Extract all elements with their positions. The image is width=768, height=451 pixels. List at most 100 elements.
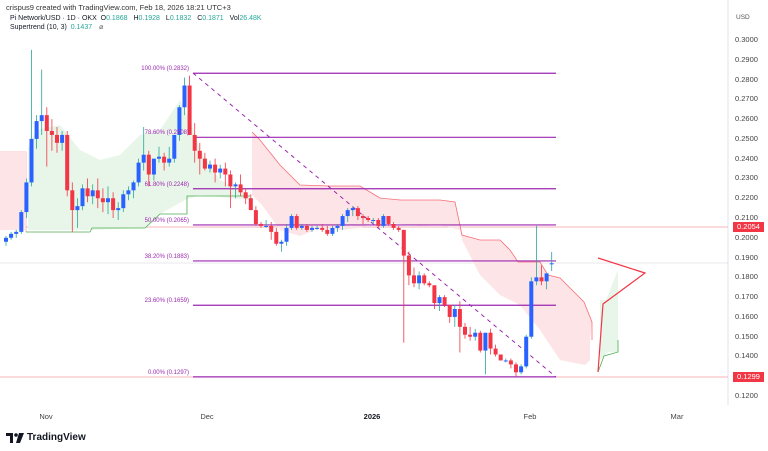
candle-body-down (493, 348, 498, 355)
price-tick-label: 0.1900 (735, 252, 758, 262)
candle-body-down (422, 275, 427, 284)
visibility-icon[interactable]: ⌀ (99, 24, 104, 31)
candle-body-up (529, 281, 534, 337)
candle-body-up (167, 158, 172, 163)
price-tick-label: 0.2400 (735, 153, 758, 163)
currency-label: USD (736, 14, 750, 21)
tradingview-logo[interactable]: TradingView (6, 432, 86, 443)
price-tick-label: 0.2600 (735, 114, 758, 124)
triangle-pattern-drawing (597, 257, 647, 373)
candle-body-down (248, 198, 253, 211)
time-tick-label: Dec (200, 412, 214, 421)
price-tick-label: 0.3000 (735, 35, 758, 44)
fib-level-label: 0.00% (0.1297) (147, 369, 189, 376)
candle-body-down (65, 134, 70, 191)
candle-body-up (310, 227, 314, 230)
candle-body-up (218, 168, 223, 173)
candle-body-down (412, 275, 416, 284)
supertrend-uptrend-fill-2 (600, 270, 618, 360)
indicator-legend-row[interactable]: Supertrend (10, 3) 0.1437 ⌀ (10, 23, 266, 32)
supertrend-downtrend-line-1 (251, 131, 593, 340)
price-tick-label: 0.2300 (735, 173, 758, 183)
low-label: L (165, 15, 170, 22)
candle-body-up (264, 225, 269, 227)
candle-body-down (539, 277, 544, 282)
time-tick-label: Nov (39, 412, 53, 421)
candle-body-down (391, 223, 396, 228)
candle-body-down (269, 225, 274, 232)
candle-body-up (544, 273, 549, 282)
candle-body-down (213, 164, 218, 173)
candle-body-down (442, 297, 447, 306)
price-tick-label: 0.1400 (735, 351, 758, 361)
candle-body-down (294, 216, 299, 228)
symbol-legend-row[interactable]: Pi Network/USD · 1D · OKX O0.1868 H0.192… (10, 14, 266, 23)
candle-body-up (452, 309, 457, 317)
price-tag: 0.1299 (733, 372, 764, 382)
candle-body-down (95, 190, 100, 199)
candle-body-up (24, 182, 29, 213)
candle-body-up (350, 208, 355, 211)
supertrend-downtrend-fill-1 (252, 132, 592, 365)
symbol-name: Pi Network/USD · 1D · OKX (10, 15, 97, 22)
candle-body-up (14, 231, 19, 234)
candle-body-up (4, 237, 8, 242)
open-label: O (100, 15, 107, 22)
candle-body-up (172, 134, 177, 159)
candle-body-up (330, 227, 335, 234)
candle-body-down (320, 227, 325, 230)
candle-body-down (427, 283, 432, 286)
candle-body-up (549, 263, 554, 265)
candle-body-up (524, 336, 529, 367)
candle-body-up (473, 332, 478, 337)
candle-body-up (289, 216, 294, 228)
candle-body-up (106, 198, 110, 203)
candle-body-down (70, 190, 75, 211)
candle-body-up (284, 227, 289, 242)
candle-body-up (503, 360, 508, 362)
candle-body-down (162, 156, 167, 163)
volume-label: Vol (229, 15, 240, 22)
fib-level-label: 50.00% (0.2065) (144, 217, 189, 224)
price-tick-label: 0.1600 (735, 311, 758, 321)
candle-body-down (111, 198, 116, 211)
supertrend-uptrend-line-1 (26, 195, 250, 233)
candle-body-up (345, 210, 350, 217)
candle-body-down (508, 360, 513, 365)
candle-body-down (55, 134, 59, 143)
fib-level-label: 38.20% (0.1883) (144, 253, 189, 260)
candle-body-down (432, 285, 437, 304)
price-tick-label: 0.2100 (735, 213, 758, 223)
candle-body-up (39, 115, 44, 122)
candle-body-down (478, 332, 483, 351)
candle-body-up (233, 184, 238, 187)
candle-body-down (386, 216, 391, 224)
fib-trend-dashed-line (192, 72, 557, 378)
candle-body-down (376, 219, 381, 226)
candle-body-up (19, 212, 24, 232)
candle-body-up (279, 241, 284, 244)
price-tick-label: 0.1700 (735, 292, 758, 302)
candle-body-up (151, 158, 156, 175)
candle-body-down (463, 326, 467, 335)
price-tick-label: 0.1800 (735, 272, 758, 282)
candle-body-up (437, 297, 442, 304)
candle-body-up (534, 277, 539, 282)
candle-body-up (381, 216, 386, 226)
candle-body-up (141, 154, 146, 163)
open-value: 0.1868 (106, 15, 128, 22)
candle-body-down (325, 229, 330, 234)
price-tick-label: 0.2900 (735, 54, 758, 64)
candle-body-down (361, 216, 365, 219)
candle-body-down (49, 130, 54, 135)
candle-body-up (483, 332, 488, 351)
candle-body-down (457, 309, 462, 327)
candle-body-up (60, 134, 65, 143)
candle-body-down (401, 229, 406, 256)
candle-body-up (157, 156, 161, 159)
price-tick-label: 0.2500 (735, 133, 758, 143)
candle-body-up (29, 138, 34, 183)
candle-body-down (274, 231, 279, 244)
candle-body-down (304, 225, 309, 230)
